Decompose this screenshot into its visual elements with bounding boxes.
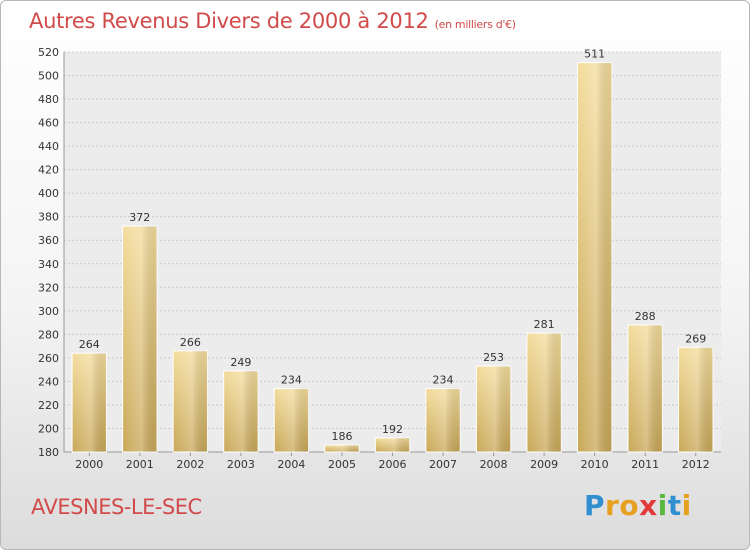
bar-shine	[223, 370, 259, 452]
y-tick-label: 220	[38, 399, 59, 412]
bar-shine	[526, 333, 562, 452]
y-tick-label: 380	[38, 211, 59, 224]
bar-shine	[72, 353, 107, 452]
y-tick-label: 460	[38, 117, 59, 130]
x-tick-label: 2000	[75, 458, 103, 471]
bar-layer: 264 372 266 249 234 186 192 234 253 281 511 288 269	[71, 48, 714, 453]
x-tick-label: 2008	[480, 458, 508, 471]
x-tick-label: 2009	[530, 458, 558, 471]
proxiti-logo: Proxiti	[584, 489, 692, 522]
y-tick-label: 360	[38, 234, 59, 247]
bar-value-label: 511	[584, 48, 605, 61]
y-tick-label: 180	[38, 446, 59, 459]
y-tick-label: 320	[38, 281, 59, 294]
y-tick-label: 300	[38, 305, 59, 318]
x-tick-label: 2003	[227, 458, 255, 471]
x-tick-label: 2010	[581, 458, 609, 471]
bar-shine	[375, 437, 410, 452]
y-tick-label: 280	[38, 328, 59, 341]
bar-value-label: 234	[433, 373, 454, 386]
logo-letter: o	[619, 489, 640, 522]
logo-letter: t	[667, 489, 682, 522]
y-tick-label: 400	[38, 187, 59, 200]
y-tick-label: 200	[38, 422, 59, 435]
bar-value-label: 186	[331, 430, 352, 443]
bar-value-label: 249	[230, 356, 251, 369]
x-tick-label: 2005	[328, 458, 356, 471]
x-tick-label: 2002	[176, 458, 204, 471]
bar-shine	[476, 366, 511, 452]
bar-value-label: 288	[635, 310, 656, 323]
bar-value-label: 192	[382, 423, 403, 436]
bar-value-label: 269	[685, 332, 706, 345]
y-tick-label: 500	[38, 70, 59, 83]
bar-value-label: 372	[129, 211, 150, 224]
logo-letter: i	[657, 489, 668, 522]
place-name: AVESNES-LE-SEC	[31, 495, 202, 519]
x-tick-label: 2012	[682, 458, 710, 471]
y-tick-label: 340	[38, 258, 59, 271]
bar-value-label: 281	[534, 318, 555, 331]
x-tick-label: 2006	[379, 458, 407, 471]
y-tick-label: 260	[38, 352, 59, 365]
bar-value-label: 264	[79, 338, 100, 351]
chart-title-text: Autres Revenus Divers de 2000 à 2012	[29, 9, 429, 33]
bar-value-label: 234	[281, 373, 302, 386]
bar-shine	[173, 350, 208, 452]
x-tick-label: 2011	[631, 458, 659, 471]
y-tick-label: 420	[38, 164, 59, 177]
y-tick-label: 440	[38, 140, 59, 153]
bar-shine	[274, 388, 309, 452]
x-tick-label: 2004	[277, 458, 305, 471]
chart-title: Autres Revenus Divers de 2000 à 2012 (en …	[29, 9, 516, 33]
grid-layer	[64, 51, 721, 453]
bar-shine	[425, 388, 461, 452]
axis-layer: 180 200 220 240 260 280 300 320 340 360 380 400 420 4…	[38, 46, 721, 471]
bar-value-label: 266	[180, 336, 201, 349]
logo-letter: i	[681, 489, 692, 522]
y-tick-label: 240	[38, 375, 59, 388]
logo-letter: P	[584, 489, 606, 522]
chart-subtitle: (en milliers d'€)	[434, 18, 516, 31]
bar-shine	[577, 62, 612, 453]
bar-shine	[122, 226, 157, 452]
y-tick-label: 480	[38, 93, 59, 106]
bar-shine	[324, 444, 360, 452]
x-tick-label: 2007	[429, 458, 457, 471]
x-tick-label: 2001	[126, 458, 154, 471]
bar-shine	[628, 324, 663, 452]
bar-value-label: 253	[483, 351, 504, 364]
plot-area	[64, 52, 721, 452]
logo-letter: x	[639, 489, 658, 522]
bar-shine	[678, 347, 713, 452]
logo-letter: r	[605, 489, 620, 522]
y-tick-label: 520	[38, 46, 59, 59]
